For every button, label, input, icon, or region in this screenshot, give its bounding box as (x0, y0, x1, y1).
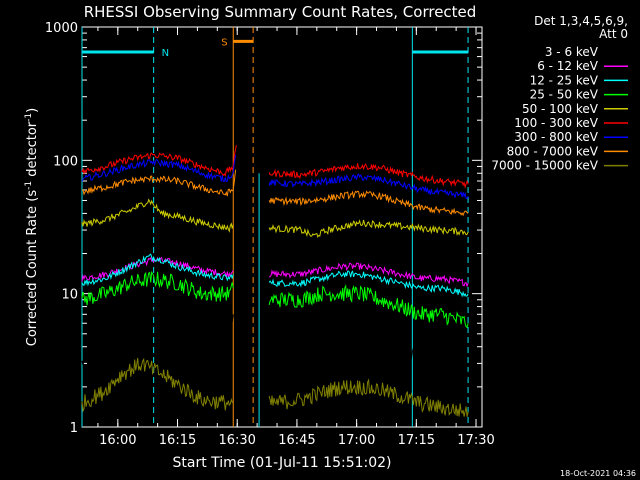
y-tick-label: 100 (53, 154, 78, 169)
legend-entry-label: 6 - 12 keV (537, 59, 599, 73)
axis-ticks: 16:00 16:15 16:30 16:45 17:00 17:15 17:30 1 10 10… (45, 21, 495, 448)
series-line (81, 144, 237, 177)
x-axis-label: Start Time (01-Jul-11 15:51:02) (172, 455, 391, 471)
x-tick-label: 16:45 (278, 433, 315, 448)
legend-entry-label: 7000 - 15000 keV (491, 159, 598, 173)
series-line (81, 154, 237, 183)
series-line-after-gap (268, 162, 469, 189)
legend-header-line2: Att 0 (599, 27, 628, 41)
series-line-after-gap (268, 190, 469, 217)
annotations: NS (81, 27, 469, 427)
legend-entry-label: 800 - 7000 keV (507, 144, 599, 158)
series-line-after-gap (268, 173, 469, 200)
legend-entry-label: 12 - 25 keV (530, 73, 599, 87)
series-line-after-gap (268, 270, 469, 298)
series-line (81, 169, 237, 197)
series-line-after-gap (268, 284, 469, 329)
y-axis-label-sup1: -1 (24, 181, 34, 190)
y-axis-label-end: ) (25, 108, 40, 113)
series-line (81, 256, 234, 282)
x-tick-label: 16:00 (99, 433, 136, 448)
series-line (81, 357, 234, 413)
series-line (81, 253, 234, 287)
y-tick-label: 1 (70, 421, 78, 436)
x-tick-label: 16:30 (218, 433, 255, 448)
legend-entry-label: 3 - 6 keV (545, 45, 599, 59)
legend-entry-label: 300 - 800 keV (514, 130, 598, 144)
legend-entry-label: 50 - 100 keV (522, 102, 599, 116)
series-line (81, 198, 234, 233)
x-tick-label: 17:00 (338, 433, 375, 448)
y-axis-label: Corrected Count Rate (s-1 detector-1) (24, 108, 40, 346)
series-line (81, 307, 234, 366)
y-axis-label-sup2: -1 (24, 113, 34, 122)
series-lines (81, 144, 469, 417)
x-tick-label: 17:30 (457, 433, 494, 448)
night-label: N (162, 48, 169, 59)
x-tick-label: 16:15 (159, 433, 196, 448)
footer-timestamp: 18-Oct-2021 04:36 (560, 469, 636, 478)
legend-entry-label: 100 - 300 keV (514, 116, 598, 130)
chart-title: RHESSI Observing Summary Count Rates, Co… (84, 3, 477, 21)
series-line-after-gap (269, 323, 469, 379)
series-line-after-gap (268, 262, 469, 288)
x-tick-label: 17:15 (398, 433, 435, 448)
y-axis-label-main: Corrected Count Rate (s (25, 190, 40, 347)
series-line-after-gap (268, 219, 469, 239)
legend-entry-label: 25 - 50 keV (530, 88, 599, 102)
y-axis-label-mid: detector (25, 121, 40, 181)
legend-header-line1: Det 1,3,4,5,6,9, (534, 14, 628, 28)
y-tick-label: 1000 (45, 21, 78, 36)
series-line (81, 270, 234, 306)
series-line-after-gap (268, 378, 469, 417)
saa-label: S (221, 37, 227, 48)
y-tick-label: 10 (61, 288, 78, 303)
